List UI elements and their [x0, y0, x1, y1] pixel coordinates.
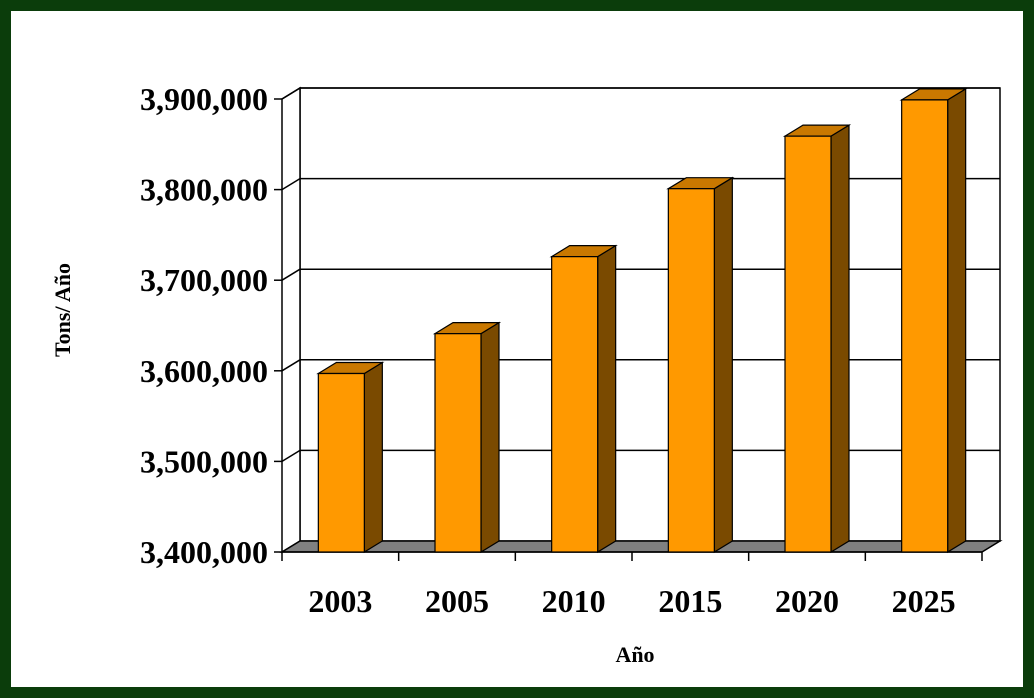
- x-tick-label: 2010: [542, 583, 606, 619]
- y-tick-label: 3,900,000: [140, 81, 268, 117]
- bar: [551, 256, 599, 553]
- floor: [279, 540, 1003, 553]
- bar-side: [597, 244, 617, 554]
- gridline-side: [281, 359, 301, 372]
- bar: [901, 99, 949, 553]
- bar: [784, 135, 832, 553]
- x-tick-label: 2005: [425, 583, 489, 619]
- bar-layer: [316, 87, 968, 554]
- y-tick-label: 3,500,000: [140, 443, 268, 479]
- gridline-side: [281, 87, 301, 100]
- y-tick-label: 3,600,000: [140, 353, 268, 389]
- bar-side: [947, 87, 967, 554]
- bar-side: [830, 124, 850, 554]
- y-tick-label: 3,800,000: [140, 172, 268, 208]
- gridline-side: [281, 268, 301, 281]
- x-tick-label: 2020: [775, 583, 839, 619]
- y-tick-label: 3,400,000: [140, 534, 268, 570]
- bar-side: [713, 176, 733, 554]
- side-wall: [281, 86, 301, 554]
- bar: [667, 188, 715, 553]
- bar: [317, 372, 365, 553]
- bar-side: [363, 361, 383, 554]
- bar: [434, 333, 482, 553]
- label-layer: 3,400,000 3,500,000 3,600,000 3,700,000 3,80…: [140, 81, 956, 619]
- gridline-side: [281, 449, 301, 463]
- back-wall: [299, 87, 1001, 542]
- y-axis-title: Tons/ Año: [50, 263, 75, 357]
- bar-side: [480, 321, 500, 554]
- x-axis-title: Año: [615, 642, 654, 667]
- x-tick-label: 2025: [892, 583, 956, 619]
- x-tick-label: 2015: [658, 583, 722, 619]
- x-tick-label: 2003: [308, 583, 372, 619]
- gridline-side: [281, 177, 301, 191]
- y-tick-label: 3,700,000: [140, 262, 268, 298]
